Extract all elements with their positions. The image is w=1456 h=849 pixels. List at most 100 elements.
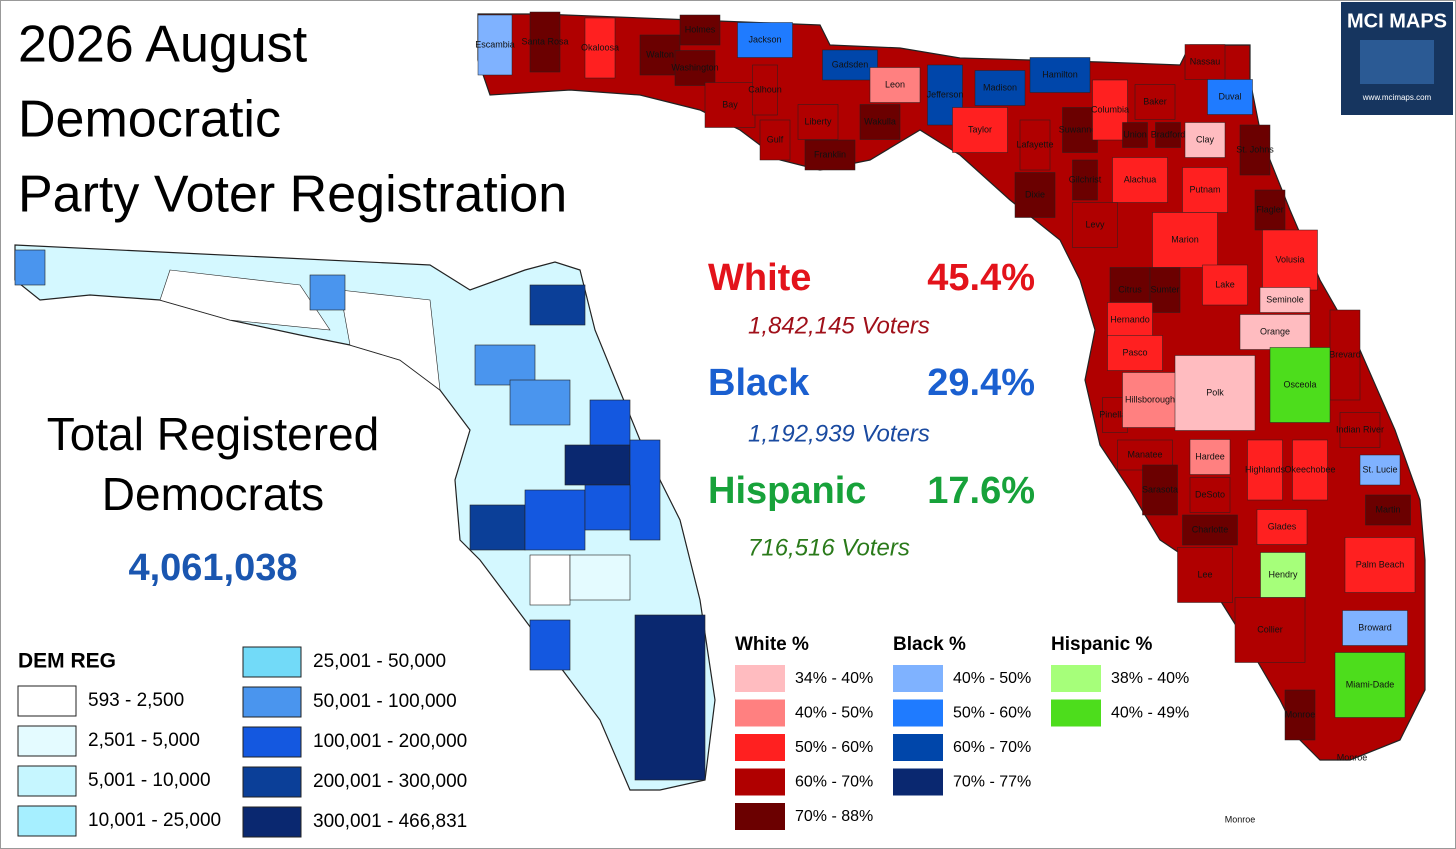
county-shape	[737, 22, 793, 58]
county-label: Wakulla	[864, 116, 896, 126]
legend-swatch	[893, 665, 943, 692]
legend-label: 25,001 - 50,000	[313, 651, 446, 672]
county-label: Leon	[885, 79, 905, 89]
summary-label: Democrats	[102, 468, 324, 520]
county-shape	[1134, 84, 1176, 120]
dem-map	[14, 244, 716, 791]
county-layer: Escambia Santa Rosa Okaloosa Walton Holmes Wa…	[475, 11, 1416, 824]
county-label: Columbia	[1091, 104, 1129, 114]
county-label: Orange	[1260, 326, 1290, 336]
county-shape	[974, 70, 1026, 106]
county-shape	[822, 49, 878, 81]
county-shape	[564, 444, 631, 486]
county-label: Palm Beach	[1356, 559, 1405, 569]
county-shape	[1344, 537, 1416, 593]
county-shape	[1107, 335, 1163, 371]
logo-url: www.mcimaps.com	[1362, 93, 1432, 102]
county-shape	[1189, 477, 1231, 513]
county-label: Martin	[1375, 504, 1400, 514]
legend-label: 60% - 70%	[795, 774, 873, 791]
county-shape	[1174, 355, 1256, 431]
county-label: Indian River	[1336, 424, 1384, 434]
group-share: 45.4%	[927, 257, 1035, 299]
county-shape	[1029, 57, 1091, 93]
legend-label: 40% - 50%	[795, 705, 873, 722]
legend-label: 40% - 49%	[1111, 705, 1189, 722]
county-shape	[1177, 547, 1233, 603]
logo-name: MCI MAPS	[1347, 10, 1447, 32]
county-shape	[1072, 202, 1118, 248]
county-shape	[1072, 159, 1098, 201]
county-label: Dixie	[1025, 189, 1045, 199]
title-line: Democratic	[18, 91, 281, 149]
county-shape	[704, 82, 756, 128]
county-label: Gulf	[767, 134, 784, 144]
legend-label: 40% - 50%	[953, 670, 1031, 687]
county-shape	[634, 614, 706, 781]
county-label: Citrus	[1118, 284, 1142, 294]
group-share: 17.6%	[927, 470, 1035, 512]
legend-swatch	[735, 699, 785, 727]
county-label: Lee	[1197, 569, 1212, 579]
county-shape	[1334, 652, 1406, 718]
county-label: Volusia	[1275, 254, 1304, 264]
county-shape	[474, 344, 536, 386]
county-label: Madison	[983, 82, 1017, 92]
legend-swatch	[735, 768, 785, 796]
county-shape	[469, 504, 526, 551]
county-shape	[639, 34, 681, 76]
county-label: Miami-Dade	[1346, 679, 1395, 689]
legend-swatch	[735, 803, 785, 830]
county-shape	[1184, 122, 1226, 158]
legend-swatch	[17, 805, 77, 837]
county-label: Sarasota	[1142, 484, 1178, 494]
county-label: Hamilton	[1042, 69, 1078, 79]
legend-label: 2,501 - 5,000	[88, 730, 200, 751]
county-shape	[629, 439, 661, 541]
legend-label: 34% - 40%	[795, 670, 873, 687]
county-shape	[797, 104, 839, 140]
group-name: White	[708, 257, 811, 299]
legend-label: 60% - 70%	[953, 739, 1031, 756]
county-label: Monroe	[1225, 814, 1256, 824]
county-label: Suwannee	[1059, 124, 1102, 134]
legend-swatch	[17, 765, 77, 797]
county-shape	[869, 67, 921, 103]
county-shape	[679, 14, 721, 46]
logo-map	[1360, 40, 1434, 84]
county-label: Hendry	[1268, 569, 1298, 579]
legend-label: 50% - 60%	[953, 705, 1031, 722]
county-shape	[1365, 494, 1411, 526]
county-label: St. Johns	[1236, 144, 1274, 154]
county-shape	[529, 619, 571, 671]
county-shape	[759, 119, 791, 161]
county-shape	[524, 489, 586, 551]
legend-label: 10,001 - 25,000	[88, 810, 221, 831]
county-label: Taylor	[968, 124, 992, 134]
county-shape	[1342, 610, 1408, 646]
county-label: Seminole	[1266, 294, 1304, 304]
county-label: Washington	[671, 62, 718, 72]
county-shape	[674, 50, 716, 86]
county-shape	[804, 139, 856, 171]
county-shape	[1292, 439, 1328, 501]
county-shape	[477, 14, 513, 76]
county-label: Hardee	[1195, 451, 1225, 461]
county-shape	[1122, 372, 1178, 428]
group-voters: 1,192,939 Voters	[748, 420, 930, 447]
legend-label: 593 - 2,500	[88, 690, 184, 711]
county-shape	[1107, 302, 1153, 338]
county-shape	[1260, 552, 1306, 598]
legend-swatch	[242, 686, 302, 718]
county-shape	[1239, 314, 1311, 350]
county-shape	[159, 269, 331, 331]
logo: MCI MAPS www.mcimaps.com	[1341, 2, 1453, 115]
group-voters: 716,516 Voters	[748, 534, 910, 561]
legend-label: 70% - 88%	[795, 808, 873, 825]
legend-label: 200,001 - 300,000	[313, 771, 467, 792]
county-shape	[1142, 464, 1178, 516]
legend-swatch	[1051, 665, 1101, 692]
county-shape	[584, 17, 616, 79]
county-shape	[1112, 157, 1168, 203]
county-label: Lake	[1215, 279, 1235, 289]
